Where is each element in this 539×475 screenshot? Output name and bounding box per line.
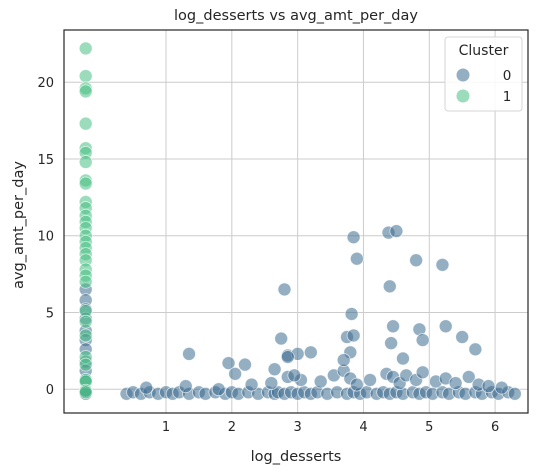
- data-point-cluster-0: [349, 251, 364, 266]
- y-tick-label: 15: [37, 153, 54, 168]
- data-point-cluster-0: [494, 380, 509, 395]
- data-point-cluster-0: [448, 376, 463, 390]
- data-point-cluster-1: [78, 385, 93, 400]
- x-tick-label: 1: [162, 420, 170, 435]
- data-point-cluster-0: [455, 330, 470, 344]
- data-point-cluster-0: [280, 350, 295, 364]
- data-point-cluster-0: [228, 366, 243, 381]
- data-point-cluster-0: [277, 282, 292, 297]
- data-point-cluster-0: [363, 373, 377, 387]
- y-tick-label: 0: [46, 383, 54, 398]
- data-point-cluster-0: [336, 353, 351, 367]
- legend-title: Cluster: [459, 43, 509, 59]
- data-point-cluster-1: [78, 328, 93, 343]
- x-tick-labels: 1 2 3 4 5 6: [162, 420, 499, 435]
- data-point-cluster-0: [468, 342, 483, 357]
- data-point-cluster-0: [313, 374, 328, 389]
- x-tick-label: 5: [425, 420, 433, 435]
- data-point-cluster-0: [221, 356, 236, 371]
- data-point-cluster-0: [396, 351, 410, 366]
- data-point-cluster-1: [78, 84, 93, 99]
- data-point-cluster-0: [238, 357, 252, 372]
- y-axis-label: avg_amt_per_day: [11, 161, 27, 289]
- data-point-cluster-0: [244, 377, 259, 392]
- data-point-cluster-0: [346, 230, 361, 245]
- x-tick-label: 4: [359, 420, 367, 435]
- data-point-cluster-1: [78, 274, 93, 289]
- x-tick-label: 3: [294, 420, 302, 435]
- data-point-cluster-1: [78, 176, 93, 191]
- data-point-cluster-0: [264, 376, 279, 390]
- data-point-cluster-1: [78, 357, 93, 372]
- data-point-cluster-0: [409, 253, 424, 268]
- data-point-cluster-0: [346, 328, 361, 343]
- data-point-cluster-0: [461, 370, 476, 384]
- legend-label-cluster-1: 1: [503, 89, 512, 105]
- data-point-cluster-0: [267, 362, 282, 377]
- y-tick-labels: 0 5 10 15 20: [37, 76, 54, 398]
- data-point-cluster-0: [349, 377, 364, 392]
- data-point-cluster-0: [182, 346, 196, 361]
- y-tick-label: 10: [37, 230, 54, 245]
- data-point-cluster-1: [78, 116, 93, 131]
- data-point-cluster-0: [344, 307, 359, 321]
- data-point-cluster-0: [386, 319, 400, 334]
- x-axis-label: log_desserts: [251, 449, 342, 465]
- x-tick-label: 6: [491, 420, 499, 435]
- x-tick-label: 2: [228, 420, 236, 435]
- plot-frame: [63, 29, 529, 414]
- chart-title: log_desserts vs avg_amt_per_day: [174, 8, 418, 24]
- legend-label-cluster-0: 0: [503, 68, 512, 84]
- data-point-cluster-1: [78, 41, 93, 56]
- legend: Cluster 0 1: [444, 36, 523, 112]
- data-point-cluster-0: [389, 224, 404, 238]
- data-point-cluster-0: [384, 336, 399, 351]
- data-point-cluster-1: [78, 155, 93, 169]
- data-point-cluster-0: [139, 380, 154, 395]
- data-point-cluster-1: [78, 69, 93, 83]
- data-point-cluster-0: [287, 368, 302, 383]
- data-points: [78, 41, 522, 401]
- data-point-cluster-0: [415, 365, 430, 380]
- data-point-cluster-0: [435, 257, 450, 272]
- legend-marker-cluster-1: [456, 89, 470, 103]
- data-point-cluster-1: [78, 314, 93, 329]
- data-point-cluster-0: [481, 379, 496, 394]
- y-tick-label: 5: [46, 306, 54, 321]
- data-point-cluster-0: [211, 382, 226, 397]
- data-point-cluster-0: [438, 319, 453, 334]
- data-point-cluster-0: [415, 333, 430, 347]
- data-point-cluster-0: [303, 345, 318, 360]
- y-tick-label: 20: [37, 76, 54, 91]
- data-point-cluster-0: [507, 386, 522, 401]
- data-point-cluster-0: [274, 331, 289, 346]
- data-point-cluster-0: [382, 279, 397, 294]
- data-point-cluster-0: [178, 379, 193, 394]
- legend-marker-cluster-0: [456, 68, 470, 82]
